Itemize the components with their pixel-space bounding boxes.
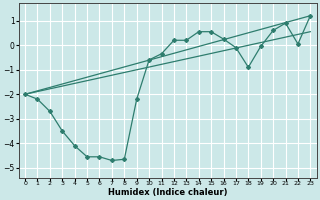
X-axis label: Humidex (Indice chaleur): Humidex (Indice chaleur) <box>108 188 228 197</box>
